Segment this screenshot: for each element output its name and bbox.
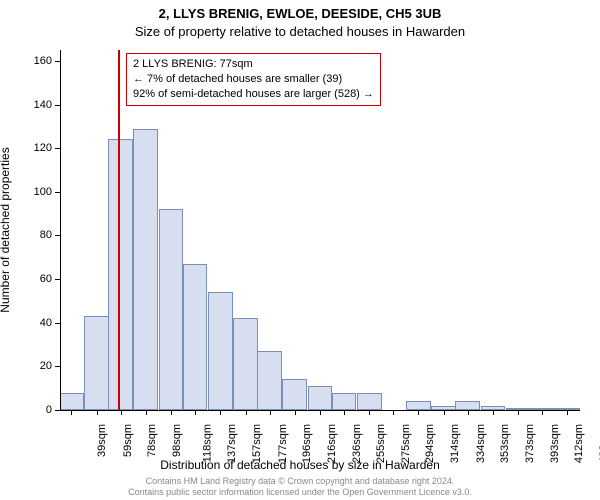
ytick	[55, 148, 60, 149]
marker-line	[118, 50, 120, 410]
footer-attribution: Contains HM Land Registry data © Crown c…	[0, 476, 600, 498]
x-axis-label: Distribution of detached houses by size …	[0, 458, 600, 472]
bar	[308, 386, 333, 410]
bar	[208, 292, 233, 410]
ytick-label: 60	[20, 273, 52, 285]
bar	[183, 264, 208, 410]
xtick	[146, 410, 147, 415]
annotation-line3: 92% of semi-detached houses are larger (…	[133, 87, 374, 102]
bar	[133, 129, 158, 410]
ytick-label: 40	[20, 317, 52, 329]
ytick-label: 160	[20, 55, 52, 67]
xtick	[542, 410, 543, 415]
xtick	[246, 410, 247, 415]
ytick	[55, 366, 60, 367]
y-axis-line	[60, 50, 61, 410]
xtick	[567, 410, 568, 415]
xtick	[369, 410, 370, 415]
chart-container: 2, LLYS BRENIG, EWLOE, DEESIDE, CH5 3UB …	[0, 0, 600, 500]
ytick-label: 140	[20, 99, 52, 111]
xtick	[393, 410, 394, 415]
bar	[332, 393, 357, 410]
title-subtitle: Size of property relative to detached ho…	[0, 24, 600, 39]
xtick	[444, 410, 445, 415]
y-axis-label: Number of detached properties	[0, 147, 12, 312]
xtick	[344, 410, 345, 415]
bar	[282, 379, 307, 410]
xtick	[418, 410, 419, 415]
xtick	[493, 410, 494, 415]
xtick	[518, 410, 519, 415]
xtick-label: 98sqm	[171, 424, 183, 457]
plot-area: 2 LLYS BRENIG: 77sqm ← 7% of detached ho…	[60, 50, 580, 410]
xtick	[71, 410, 72, 415]
bar	[406, 401, 431, 410]
annotation-box: 2 LLYS BRENIG: 77sqm ← 7% of detached ho…	[126, 53, 381, 106]
xtick-label: 118sqm	[201, 424, 213, 462]
bar	[233, 318, 258, 410]
xtick	[468, 410, 469, 415]
ytick	[55, 410, 60, 411]
annotation-line2: ← 7% of detached houses are smaller (39)	[133, 72, 374, 87]
ytick	[55, 323, 60, 324]
xtick-label: 39sqm	[96, 424, 108, 457]
xtick	[195, 410, 196, 415]
ytick-label: 20	[20, 360, 52, 372]
annotation-line1: 2 LLYS BRENIG: 77sqm	[133, 57, 374, 72]
xtick-label: 78sqm	[146, 424, 158, 457]
ytick	[55, 61, 60, 62]
bar	[159, 209, 184, 410]
ytick	[55, 235, 60, 236]
bar	[108, 139, 133, 410]
xtick	[295, 410, 296, 415]
ytick	[55, 192, 60, 193]
bar	[84, 316, 109, 410]
ytick-label: 80	[20, 229, 52, 241]
xtick	[97, 410, 98, 415]
xtick	[220, 410, 221, 415]
xtick	[171, 410, 172, 415]
footer-line2: Contains public sector information licen…	[128, 487, 472, 497]
xtick	[121, 410, 122, 415]
ytick-label: 0	[20, 404, 52, 416]
ytick	[55, 279, 60, 280]
bar	[455, 401, 480, 410]
ytick-label: 100	[20, 186, 52, 198]
xtick-label: 59sqm	[122, 424, 134, 457]
bar	[357, 393, 382, 410]
bar	[60, 393, 84, 410]
footer-line1: Contains HM Land Registry data © Crown c…	[146, 476, 455, 486]
ytick-label: 120	[20, 142, 52, 154]
xtick	[320, 410, 321, 415]
bar	[257, 351, 282, 410]
title-address: 2, LLYS BRENIG, EWLOE, DEESIDE, CH5 3UB	[0, 6, 600, 21]
xtick	[270, 410, 271, 415]
ytick	[55, 105, 60, 106]
